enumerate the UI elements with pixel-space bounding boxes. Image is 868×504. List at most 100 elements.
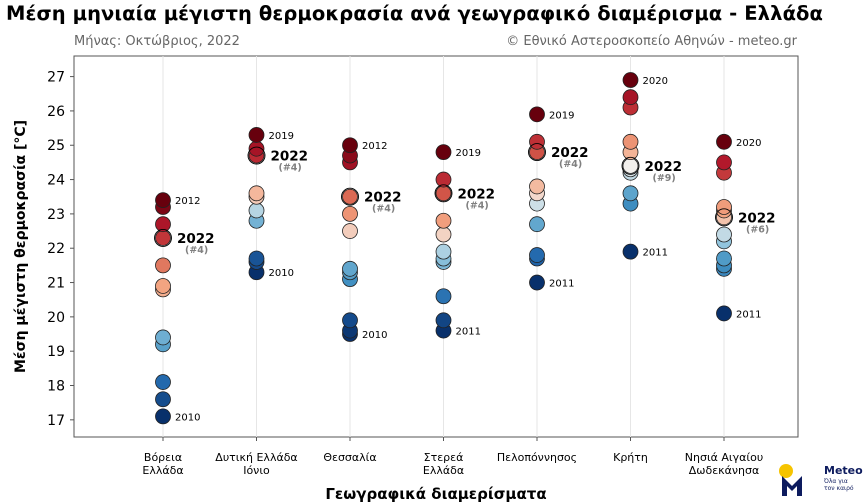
rank-2022-label: (#4) xyxy=(466,200,489,211)
x-tick-label: Δωδεκάνησα xyxy=(689,464,760,477)
y-tick-label: 26 xyxy=(47,104,65,120)
plot-frame xyxy=(73,55,799,438)
data-point xyxy=(716,226,732,243)
data-point xyxy=(155,374,171,390)
data-point xyxy=(622,89,639,106)
logo-tagline: Όλα για τον καιρό xyxy=(824,478,854,492)
data-point xyxy=(155,329,171,346)
point-2022-ring xyxy=(528,143,546,162)
max-year-label: 2019 xyxy=(456,148,481,159)
data-point xyxy=(622,243,639,260)
rank-2022-label: (#4) xyxy=(185,245,208,256)
rank-2022-label: (#9) xyxy=(653,173,676,184)
data-point xyxy=(435,185,452,202)
min-year-label: 2011 xyxy=(456,327,481,338)
data-point xyxy=(529,133,545,150)
y-tick-label: 23 xyxy=(47,207,65,223)
data-point xyxy=(716,154,732,171)
data-point xyxy=(529,106,545,123)
min-year-label: 2011 xyxy=(643,248,668,259)
x-tick-label: Ιόνιο xyxy=(243,464,270,477)
max-year-label: 2019 xyxy=(269,131,294,142)
data-point xyxy=(155,230,171,246)
max-year-label: 2019 xyxy=(549,110,574,121)
label-2022: 2022 xyxy=(177,231,215,247)
label-2022: 2022 xyxy=(551,145,589,161)
y-tick-label: 24 xyxy=(47,173,65,189)
point-2022-ring xyxy=(247,146,266,165)
month-label: Μήνας: Οκτώβριος, 2022 xyxy=(74,34,240,49)
x-tick-label: Δυτική Ελλάδα xyxy=(215,451,297,464)
data-point xyxy=(342,223,358,239)
point-2022-ring xyxy=(341,187,359,206)
data-point xyxy=(155,278,171,294)
max-year-label: 2020 xyxy=(736,138,761,149)
x-tick-label: Ελλάδα xyxy=(423,464,464,477)
x-tick-label: Κρήτη xyxy=(613,451,648,464)
min-year-label: 2010 xyxy=(269,268,294,279)
data-point xyxy=(155,257,171,274)
point-2022-ring xyxy=(621,156,640,175)
y-tick-label: 22 xyxy=(47,241,65,257)
x-tick-label: Στερεά xyxy=(424,451,464,464)
logo-word: Meteo xyxy=(824,464,863,477)
data-point xyxy=(155,216,171,233)
rank-2022-label: (#4) xyxy=(279,163,302,174)
x-tick-label: Βόρεια xyxy=(144,451,182,464)
data-point xyxy=(248,127,265,143)
x-tick-label: Ελλάδα xyxy=(142,464,183,477)
data-point xyxy=(716,250,732,267)
max-year-label: 2012 xyxy=(175,196,200,207)
data-point xyxy=(716,133,732,150)
data-point xyxy=(155,391,171,408)
y-axis-label: Μέση μέγιστη θερμοκρασία [°C] xyxy=(13,120,29,373)
data-point xyxy=(248,185,265,202)
min-year-label: 2011 xyxy=(736,309,761,320)
min-year-label: 2010 xyxy=(362,330,387,341)
data-point xyxy=(342,137,358,154)
point-2022-ring xyxy=(715,208,733,227)
data-point xyxy=(435,288,452,305)
data-point xyxy=(435,212,452,229)
meteo-logo: Meteo Όλα για τον καιρό xyxy=(776,462,863,498)
label-2022: 2022 xyxy=(738,210,776,226)
x-tick-label: Θεσσαλία xyxy=(323,451,376,464)
x-axis-label: Γεωγραφικά διαμερίσματα xyxy=(325,485,546,503)
data-point xyxy=(529,178,545,195)
data-point xyxy=(622,185,639,202)
rank-2022-label: (#4) xyxy=(559,159,582,170)
data-point xyxy=(155,408,171,425)
label-2022: 2022 xyxy=(645,159,683,175)
data-point xyxy=(435,312,452,329)
data-point xyxy=(342,260,358,277)
label-2022: 2022 xyxy=(271,149,309,165)
point-2022-ring xyxy=(434,184,453,203)
data-point xyxy=(622,72,639,88)
data-point xyxy=(529,274,545,291)
y-tick-label: 18 xyxy=(47,379,65,395)
data-point xyxy=(435,171,452,188)
y-tick-label: 19 xyxy=(47,344,65,360)
point-2022-ring xyxy=(154,228,172,247)
page-title: Μέση μηνιαία μέγιστη θερμοκρασία ανά γεω… xyxy=(6,2,824,25)
data-point xyxy=(716,199,732,215)
rank-2022-label: (#6) xyxy=(746,224,769,235)
y-tick-label: 21 xyxy=(47,276,65,292)
x-tick-label: Νησιά Αιγαίου xyxy=(685,451,763,464)
data-point xyxy=(248,250,265,267)
data-point xyxy=(622,157,639,174)
max-year-label: 2012 xyxy=(362,141,387,152)
data-point xyxy=(155,192,171,209)
data-point xyxy=(716,305,732,322)
y-tick-label: 20 xyxy=(47,310,65,326)
min-year-label: 2011 xyxy=(549,279,574,290)
y-tick-label: 27 xyxy=(47,70,65,86)
data-point xyxy=(435,144,452,161)
x-tick-label: Πελοπόννησος xyxy=(497,451,577,464)
y-tick-label: 17 xyxy=(47,413,65,429)
label-2022: 2022 xyxy=(364,190,402,206)
data-point xyxy=(435,226,452,243)
meteo-logo-icon xyxy=(779,464,802,496)
data-point xyxy=(529,247,545,263)
rank-2022-label: (#4) xyxy=(372,204,395,215)
